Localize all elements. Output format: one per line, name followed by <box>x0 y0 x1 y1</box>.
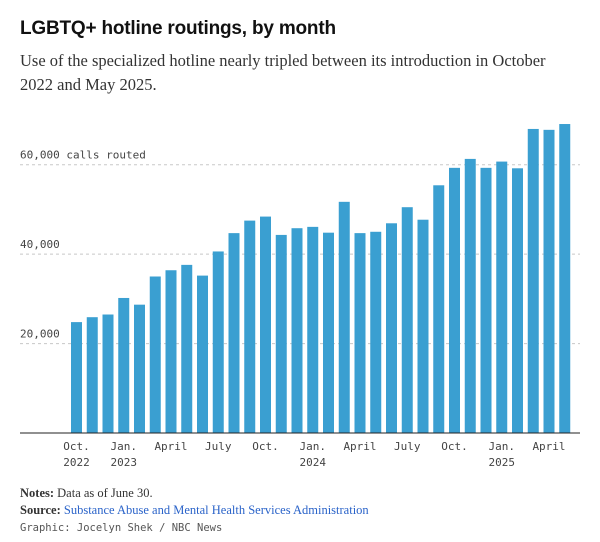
bar <box>291 228 303 433</box>
source: Source: Substance Abuse and Mental Healt… <box>20 503 369 518</box>
y-tick-label: 60,000 calls routed <box>20 149 146 162</box>
x-tick-year-label: 2025 <box>489 456 516 469</box>
bar <box>354 233 366 433</box>
bar <box>181 264 193 433</box>
bar <box>543 129 555 433</box>
bar <box>197 275 208 433</box>
x-tick-label: Oct. <box>63 440 90 453</box>
bar <box>417 219 429 433</box>
bar <box>228 233 240 433</box>
source-label: Source: <box>20 503 61 517</box>
bar <box>496 161 508 433</box>
x-tick-label: Jan. <box>300 440 327 453</box>
bar <box>275 234 287 433</box>
bar <box>338 201 350 433</box>
bar-chart: 20,000 40,000 60,000 calls routed Oct. 2022 J… <box>20 124 580 469</box>
bar <box>260 216 271 433</box>
bar <box>449 167 460 433</box>
notes: Notes: Data as of June 30. <box>20 486 153 501</box>
bar <box>118 297 130 433</box>
bar <box>512 168 523 433</box>
bar <box>71 322 82 433</box>
x-tick-label: Oct. <box>252 440 279 453</box>
source-link[interactable]: Substance Abuse and Mental Health Servic… <box>63 503 369 517</box>
bar <box>212 251 224 433</box>
bar <box>386 223 397 433</box>
y-tick-label: 20,000 <box>20 328 60 341</box>
bar <box>244 220 256 433</box>
bar <box>401 207 413 433</box>
notes-text: Data as of June 30. <box>57 486 153 500</box>
bar <box>433 185 445 433</box>
x-tick-label: Jan. <box>489 440 516 453</box>
bar <box>480 167 492 433</box>
bar <box>323 232 334 433</box>
y-tick-label: 40,000 <box>20 238 60 251</box>
bar <box>149 276 161 433</box>
bar <box>102 314 114 433</box>
bar <box>559 124 571 433</box>
x-tick-label: Oct. <box>441 440 468 453</box>
bar <box>134 304 145 433</box>
graphic-credit: Graphic: Jocelyn Shek / NBC News <box>20 522 223 534</box>
bar <box>307 226 319 433</box>
bar <box>464 158 476 433</box>
bar <box>86 317 98 433</box>
bar <box>370 231 382 433</box>
x-tick-label: July <box>205 440 232 453</box>
x-tick-label: April <box>532 440 565 453</box>
bar <box>527 128 539 433</box>
x-tick-label: April <box>343 440 376 453</box>
x-tick-year-label: 2022 <box>63 456 90 469</box>
x-tick-label: Jan. <box>111 440 138 453</box>
x-tick-year-label: 2023 <box>111 456 138 469</box>
bar <box>165 270 177 433</box>
chart-subtitle: Use of the specialized hotline nearly tr… <box>20 51 546 94</box>
notes-label: Notes: <box>20 486 55 500</box>
x-tick-year-label: 2024 <box>300 456 327 469</box>
x-tick-label: April <box>154 440 187 453</box>
x-tick-label: July <box>394 440 421 453</box>
chart-title: LGBTQ+ hotline routings, by month <box>20 18 336 39</box>
